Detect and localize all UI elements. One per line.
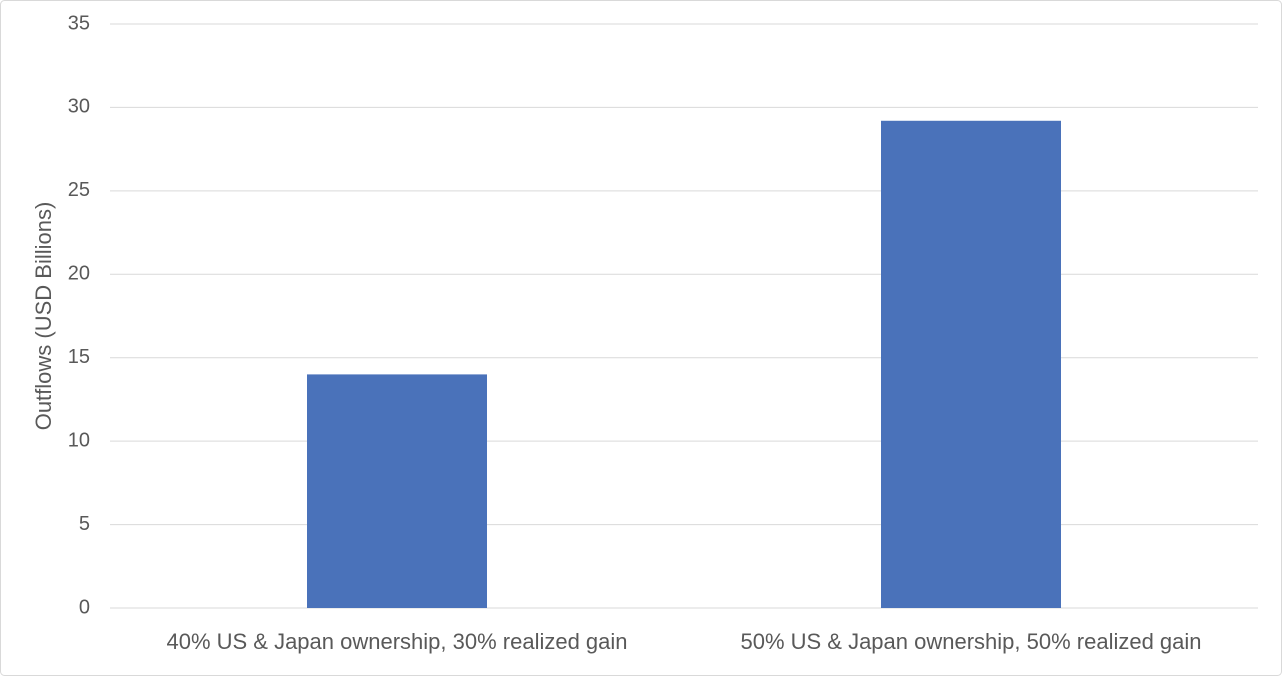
x-tick-label: 50% US & Japan ownership, 50% realized g… — [740, 629, 1201, 654]
y-tick-label: 5 — [79, 513, 90, 535]
y-axis-label: Outflows (USD Billions) — [31, 202, 56, 431]
y-tick-label: 25 — [68, 179, 90, 201]
y-tick-label: 30 — [68, 96, 90, 118]
x-tick-label: 40% US & Japan ownership, 30% realized g… — [166, 629, 627, 654]
y-tick-label: 20 — [68, 263, 90, 285]
y-tick-label: 15 — [68, 346, 90, 368]
bar — [307, 374, 487, 608]
y-tick-label: 10 — [68, 429, 90, 451]
bar — [881, 120, 1061, 608]
y-tick-label: 35 — [68, 12, 90, 34]
y-tick-label: 0 — [79, 596, 90, 618]
